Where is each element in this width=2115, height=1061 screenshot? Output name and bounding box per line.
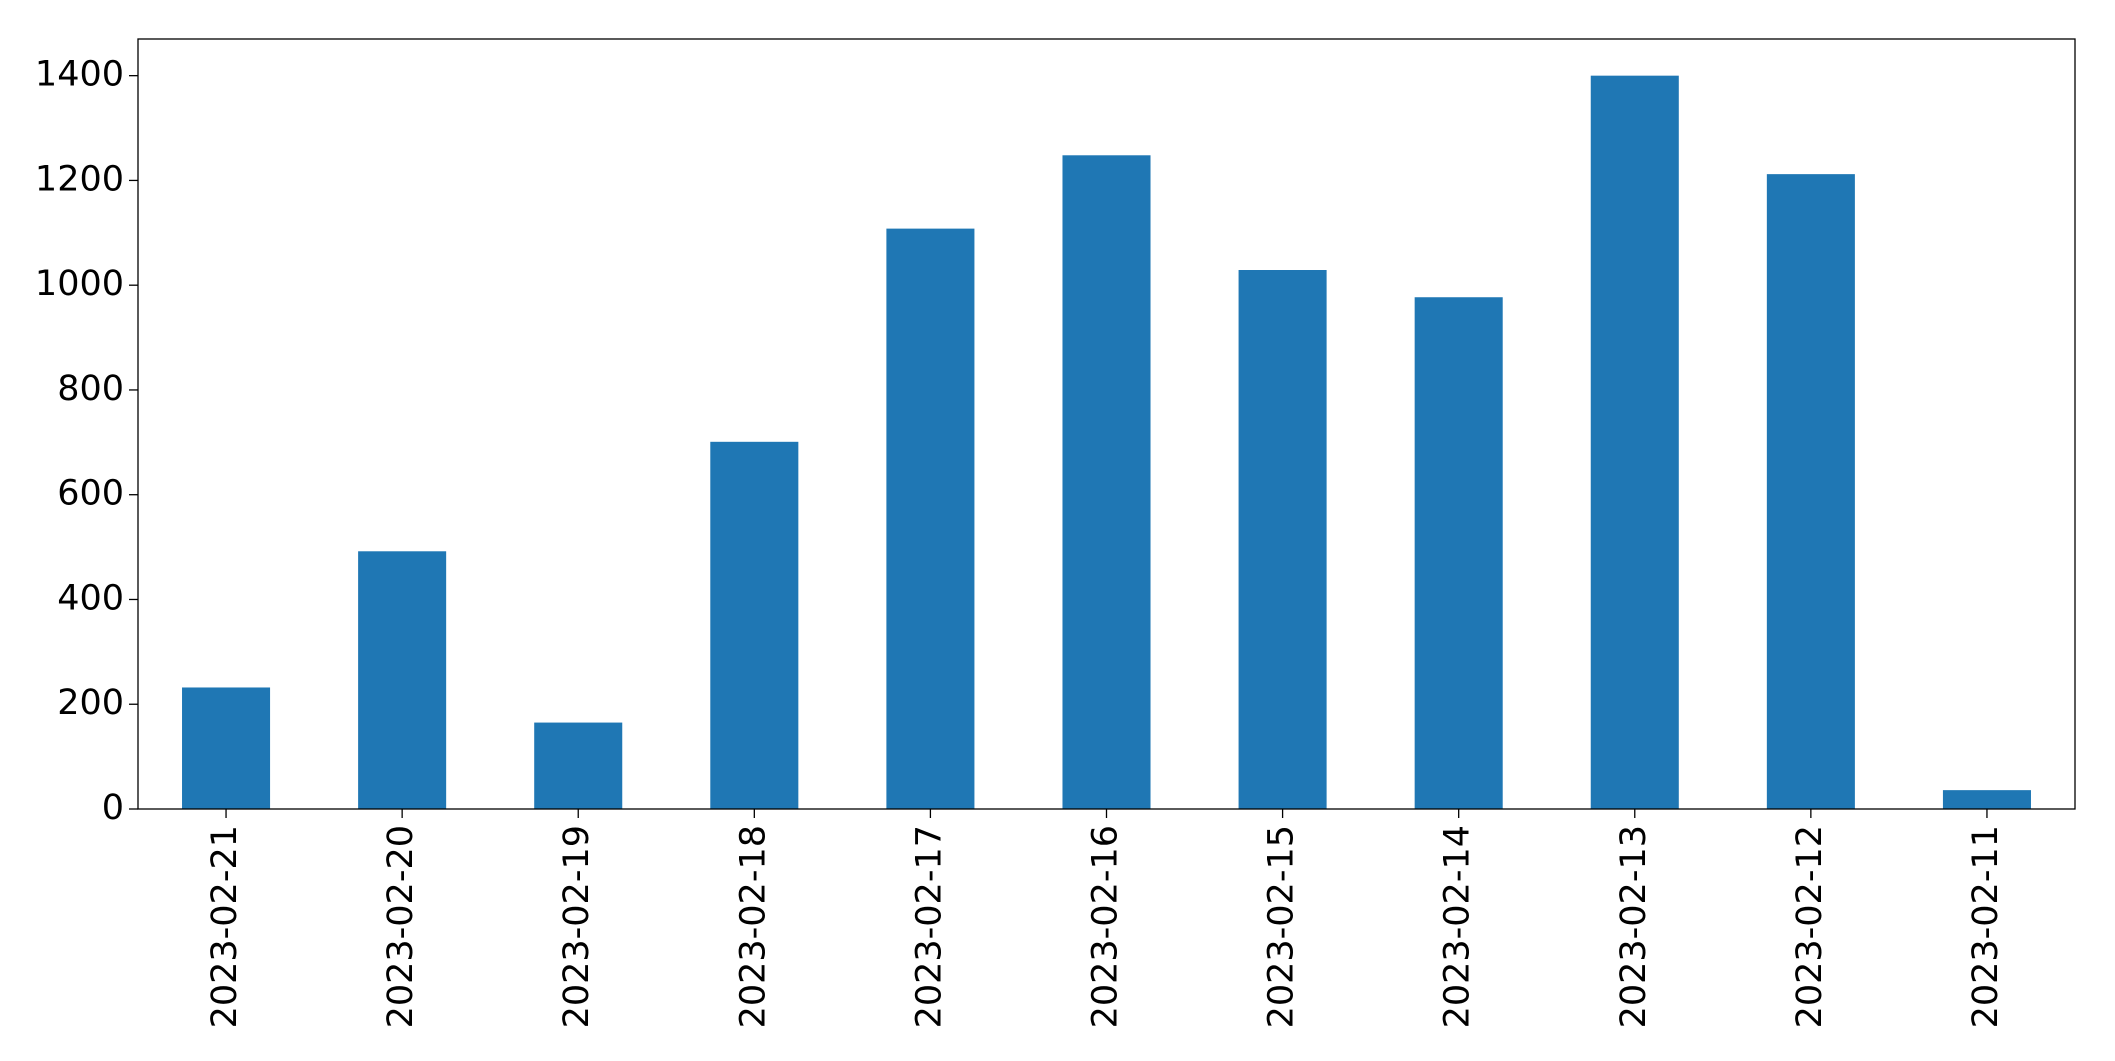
bar <box>1766 174 1855 810</box>
bar <box>358 551 447 809</box>
x-tick-label: 2023-02-20 <box>381 825 421 1028</box>
bar <box>534 722 623 809</box>
bar <box>1414 297 1503 809</box>
y-tick-label: 0 <box>102 788 124 828</box>
x-tick-label: 2023-02-13 <box>1614 825 1654 1028</box>
x-tick-label: 2023-02-21 <box>205 825 245 1028</box>
x-tick-label: 2023-02-16 <box>1086 825 1126 1028</box>
bar <box>1238 270 1327 809</box>
x-tick-label: 2023-02-18 <box>733 825 773 1028</box>
x-tick-label: 2023-02-12 <box>1790 825 1830 1028</box>
bar <box>886 228 975 810</box>
y-tick-label: 400 <box>57 578 124 618</box>
x-tick-label: 2023-02-15 <box>1262 825 1302 1028</box>
bar <box>710 441 799 809</box>
y-tick-label: 1400 <box>35 55 124 95</box>
plot-frame <box>137 38 2076 810</box>
x-tick-label: 2023-02-11 <box>1966 825 2006 1028</box>
bar <box>1062 155 1151 810</box>
y-tick-label: 200 <box>57 683 124 723</box>
bar <box>182 687 271 809</box>
y-tick-label: 600 <box>57 474 124 514</box>
x-tick-label: 2023-02-17 <box>909 825 949 1028</box>
x-tick-label: 2023-02-14 <box>1438 825 1478 1028</box>
bar <box>1590 75 1679 809</box>
bar <box>1942 790 2031 809</box>
x-tick-label: 2023-02-19 <box>557 825 597 1028</box>
y-tick-label: 800 <box>57 369 124 409</box>
y-tick-label: 1200 <box>35 159 124 199</box>
y-tick-label: 1000 <box>35 264 124 304</box>
